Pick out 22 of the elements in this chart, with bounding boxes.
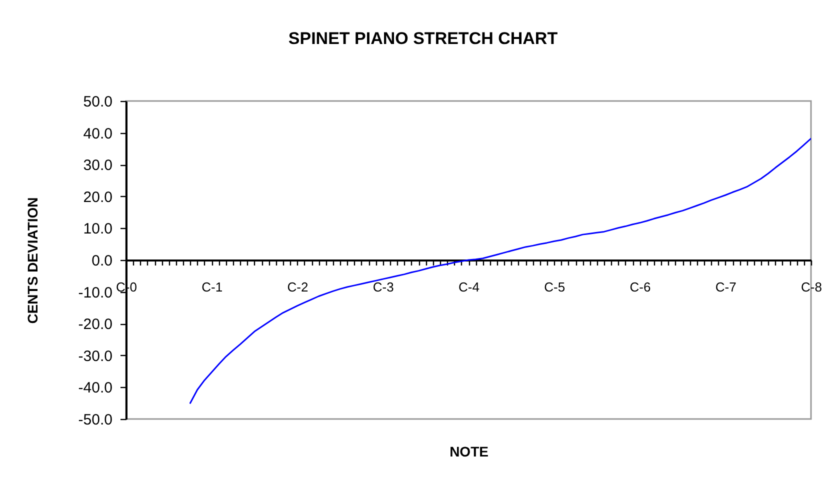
x-tick-label: C-1 (202, 280, 223, 294)
x-tick-label: C-4 (458, 280, 480, 294)
chart-title: SPINET PIANO STRETCH CHART (288, 29, 558, 48)
y-tick-label: 10.0 (83, 220, 112, 238)
x-tick-label: C-7 (715, 280, 736, 294)
x-tick-label: C-2 (287, 280, 308, 294)
x-tick-label: C-8 (801, 280, 822, 294)
y-axis-title: CENTS DEVIATION (24, 197, 40, 324)
y-tick-label: -20.0 (78, 316, 112, 334)
y-tick-label: -50.0 (78, 412, 112, 428)
y-tick-label: -10.0 (78, 284, 112, 302)
y-tick-label: 20.0 (83, 188, 112, 206)
x-tick-label: C-6 (630, 280, 651, 294)
y-tick-label: 30.0 (83, 157, 112, 174)
x-tick-label: C-5 (544, 280, 566, 294)
y-tick-label: -30.0 (78, 348, 112, 365)
y-tick-label: 0.0 (92, 252, 112, 270)
x-axis-title: NOTE (450, 444, 488, 460)
y-tick-label: 50.0 (83, 94, 112, 110)
x-tick-label: C-3 (372, 280, 394, 294)
y-tick-label: 40.0 (83, 125, 112, 142)
y-tick-label: -40.0 (78, 380, 112, 397)
